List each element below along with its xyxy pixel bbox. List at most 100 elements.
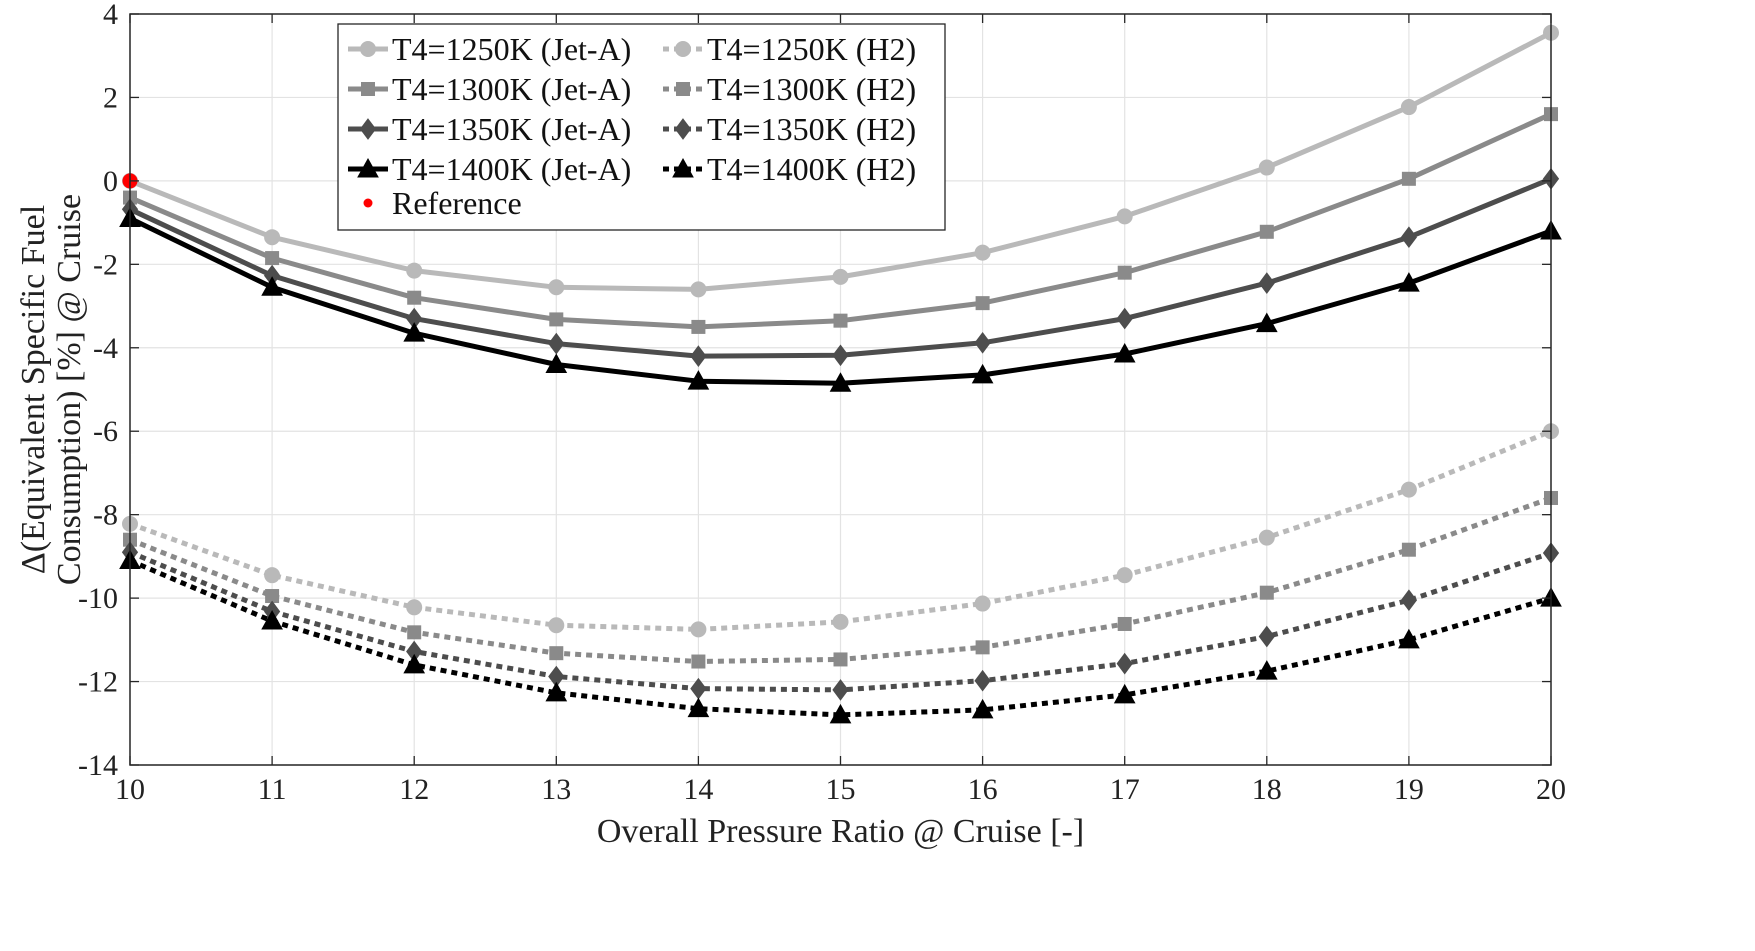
y-tick-label: -2 <box>93 248 118 281</box>
series-5-point <box>549 646 564 661</box>
x-tick-label: 20 <box>1536 773 1566 806</box>
legend-entry-label: T4=1250K (Jet-A) <box>392 31 631 67</box>
series-0-point <box>406 262 423 279</box>
legend-swatch-marker <box>357 157 379 178</box>
series-6-point <box>832 679 849 701</box>
series-2-point <box>690 345 707 367</box>
series-7-point <box>971 698 994 719</box>
series-4-point <box>832 613 849 630</box>
series-4-point <box>548 617 565 634</box>
x-tick-label: 16 <box>968 773 998 806</box>
legend-swatch-marker <box>676 82 690 96</box>
series-line-7 <box>129 558 1552 718</box>
series-7-point <box>261 610 283 630</box>
legend-swatch-marker <box>361 82 375 96</box>
series-7-point <box>1113 683 1136 704</box>
legend-swatch-marker <box>675 41 691 57</box>
legend-entry-label: T4=1350K (H2) <box>707 111 916 147</box>
series-0-point <box>264 229 281 246</box>
series-3-point <box>545 353 568 373</box>
x-tick-label: 13 <box>541 773 571 806</box>
series-0-point <box>1116 208 1133 225</box>
series-7-point <box>829 703 852 724</box>
series-1-point <box>691 319 706 334</box>
y-axis-label-line-2: Consumption) [%] @ Cruise <box>51 194 88 585</box>
y-axis-label-line-1: Δ(Equivalent Specific Fuel <box>15 205 52 574</box>
series-0-point <box>690 281 707 298</box>
series-0-point <box>974 244 991 261</box>
x-tick-label: 15 <box>826 773 856 806</box>
series-4-point <box>1116 567 1133 584</box>
x-axis-label: Overall Pressure Ratio @ Cruise [-] <box>597 813 1084 850</box>
y-tick-label: 0 <box>103 165 118 198</box>
series-4-point <box>264 567 281 584</box>
series-1-point <box>407 290 422 305</box>
series-1-point <box>1117 265 1132 280</box>
series-1-point <box>975 296 990 311</box>
series-1-point <box>833 313 848 328</box>
series-7-point <box>1398 628 1420 649</box>
series-5-point <box>1117 616 1132 631</box>
x-tick-label: 12 <box>399 773 429 806</box>
series-4-point <box>1400 481 1417 498</box>
series-5-point <box>975 640 990 655</box>
x-tick-label: 14 <box>683 773 713 806</box>
series-3-point <box>687 370 710 390</box>
series-3-point <box>971 363 994 384</box>
series-7-point <box>687 697 710 718</box>
series-4-point <box>974 595 991 612</box>
x-tick-label: 17 <box>1110 773 1140 806</box>
y-tick-label: -8 <box>93 499 118 532</box>
x-tick-label: 11 <box>258 773 287 806</box>
series-1-point <box>1259 224 1274 239</box>
series-2-point <box>974 331 991 354</box>
series-5-point <box>691 654 706 669</box>
legend-box <box>337 23 946 231</box>
series-0-point <box>548 279 565 296</box>
y-tick-label: -4 <box>93 332 118 365</box>
axis-ticks <box>129 13 1552 766</box>
x-tick-label: 19 <box>1394 773 1424 806</box>
series-4-point <box>1258 529 1275 546</box>
series-7-point <box>403 653 426 674</box>
y-tick-label: 4 <box>103 0 118 31</box>
x-tick-label: 18 <box>1252 773 1282 806</box>
markers-layer <box>119 24 1562 724</box>
series-4-point <box>406 599 423 616</box>
x-tick-labels: 10 11 12 13 14 15 16 17 18 19 20 <box>115 773 1566 806</box>
series-1-point <box>549 312 564 327</box>
y-tick-label: -14 <box>78 749 118 782</box>
series-3-point <box>403 322 426 342</box>
series-0-point <box>832 268 849 285</box>
x-tick-label: 10 <box>115 773 145 806</box>
legend-entry-label: T4=1400K (Jet-A) <box>392 151 631 187</box>
legend-entry-label: T4=1250K (H2) <box>707 31 916 67</box>
legend-entry-label: T4=1350K (Jet-A) <box>392 111 631 147</box>
legend-swatch-marker <box>672 157 694 178</box>
series-3-point <box>1113 343 1136 363</box>
series-2-point <box>1400 226 1418 249</box>
series-7-point <box>1255 660 1278 680</box>
legend-entry-label: T4=1300K (H2) <box>707 71 916 107</box>
series-6-point <box>974 669 991 692</box>
series-0-point <box>1400 99 1417 116</box>
legend: T4=1250K (Jet-A) T4=1250K (H2) T4=1300K (J… <box>337 23 946 231</box>
series-5-point <box>265 589 280 604</box>
series-1-point <box>1401 171 1416 186</box>
legend-swatch-marker <box>360 41 376 57</box>
legend-reference-label: Reference <box>392 185 522 221</box>
series-3-point <box>1398 272 1420 292</box>
series-7-point <box>545 681 568 702</box>
series-2-point <box>832 344 849 367</box>
series-5-point <box>1401 542 1416 557</box>
legend-swatch-marker <box>674 118 692 140</box>
series-4-point <box>690 621 707 638</box>
series-2-point <box>1258 272 1275 294</box>
series-5-point <box>833 652 848 667</box>
series-1-point <box>265 251 280 266</box>
y-tick-label: 2 <box>103 81 118 114</box>
y-tick-label: -10 <box>78 582 118 615</box>
series-3-point <box>261 276 283 296</box>
legend-reference-marker <box>363 198 373 208</box>
